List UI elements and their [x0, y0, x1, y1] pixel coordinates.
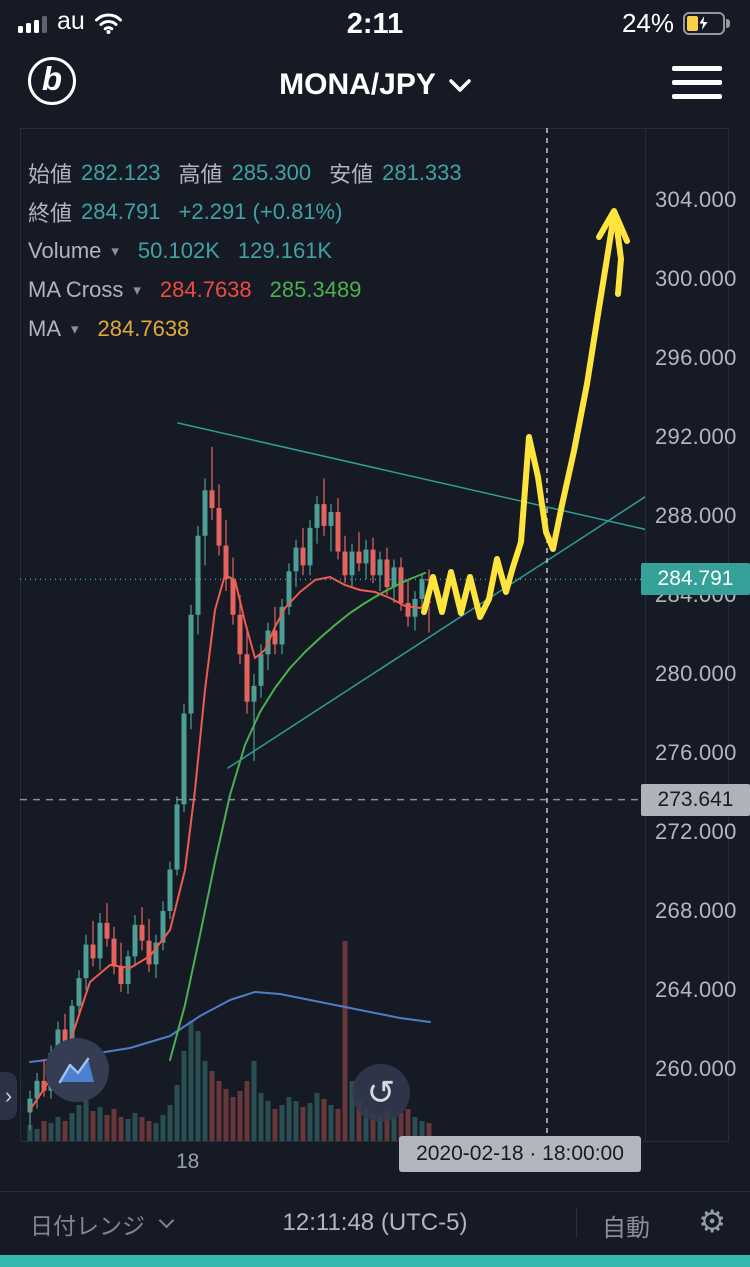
high-value: 285.300	[231, 160, 312, 185]
refresh-icon: ↺	[366, 1074, 396, 1112]
alert-level-badge: 273.641	[641, 783, 750, 816]
volume-indicator-row[interactable]: Volume ▾ 50.102K 129.161K	[28, 238, 333, 263]
menu-button[interactable]	[672, 66, 722, 99]
ma-value: 284.7638	[97, 316, 190, 341]
crosshair-date-badge: 2020-02-18 · 18:00:00	[399, 1136, 641, 1172]
toolbar-divider	[576, 1207, 577, 1238]
chart-panel-border	[20, 128, 729, 1142]
charging-bolt-icon	[697, 14, 710, 32]
last-price-badge: 284.791	[641, 563, 750, 596]
price-axis-label: 260.000	[655, 1056, 737, 1081]
chart-style-button[interactable]	[45, 1038, 109, 1102]
carrier-label: au	[57, 7, 85, 35]
open-value: 282.123	[81, 160, 161, 185]
date-range-selector[interactable]: 日付レンジ	[30, 1207, 175, 1241]
price-axis-label: 272.000	[655, 819, 737, 844]
reset-chart-button[interactable]: ↺	[352, 1064, 410, 1122]
change-value: +2.291 (+0.81%)	[178, 199, 343, 224]
ma-cross-indicator-row[interactable]: MA Cross ▾ 284.7638 285.3489	[28, 277, 362, 302]
bottom-toolbar: 日付レンジ 12:11:48 (UTC-5) 自動 ⚙	[0, 1191, 750, 1253]
price-axis-label: 276.000	[655, 740, 737, 765]
price-axis-separator	[645, 128, 646, 1142]
settings-gear-icon[interactable]: ⚙	[698, 1204, 726, 1239]
bottom-accent-bar	[0, 1255, 750, 1267]
side-panel-expander[interactable]: ›	[0, 1072, 17, 1120]
close-value: 284.791	[81, 199, 161, 224]
price-axis-label: 280.000	[655, 661, 737, 686]
auto-toggle[interactable]: 自動	[602, 1208, 650, 1243]
dropdown-caret-icon: ▾	[71, 321, 79, 338]
battery-icon	[683, 12, 730, 35]
app-header: b MONA/JPY	[0, 44, 750, 126]
bitbank-logo: b	[28, 57, 76, 105]
pair-selector[interactable]: MONA/JPY	[279, 68, 471, 102]
price-axis-label: 296.000	[655, 345, 737, 370]
cellular-signal-icon	[18, 15, 47, 36]
battery-percent-label: 24%	[621, 8, 674, 38]
pair-label: MONA/JPY	[279, 68, 436, 101]
ohlc-row-2: 終値 284.791 +2.291 (+0.81%)	[28, 199, 343, 226]
low-value: 281.333	[382, 160, 462, 185]
wifi-icon	[94, 13, 122, 34]
price-axis-label: 292.000	[655, 424, 737, 449]
ohlc-row-1: 始値 282.123 高値 285.300 安値 281.333	[28, 160, 462, 187]
price-axis-label: 304.000	[655, 187, 737, 212]
chevron-down-icon	[449, 78, 471, 92]
dropdown-caret-icon: ▾	[133, 282, 141, 299]
ma-cross-value-2: 285.3489	[269, 277, 362, 302]
price-axis-label: 264.000	[655, 977, 737, 1002]
status-time: 2:11	[346, 8, 404, 40]
price-axis-label: 268.000	[655, 898, 737, 923]
dropdown-caret-icon: ▾	[111, 243, 119, 260]
chart-legend: 始値 282.123 高値 285.300 安値 281.333 終値 284.791 …	[28, 158, 462, 344]
price-axis-label: 300.000	[655, 266, 737, 291]
volume-value-2: 129.161K	[237, 238, 333, 263]
volume-value-1: 50.102K	[137, 238, 220, 263]
status-bar: au 2:11 24%	[0, 0, 750, 44]
clock-label: 12:11:48 (UTC-5)	[282, 1209, 468, 1236]
ma-cross-value-1: 284.7638	[159, 277, 252, 302]
ma-indicator-row[interactable]: MA ▾ 284.7638	[28, 316, 190, 341]
time-axis-label: 18	[176, 1150, 200, 1173]
price-axis-label: 288.000	[655, 503, 737, 528]
area-chart-icon	[58, 1057, 94, 1084]
